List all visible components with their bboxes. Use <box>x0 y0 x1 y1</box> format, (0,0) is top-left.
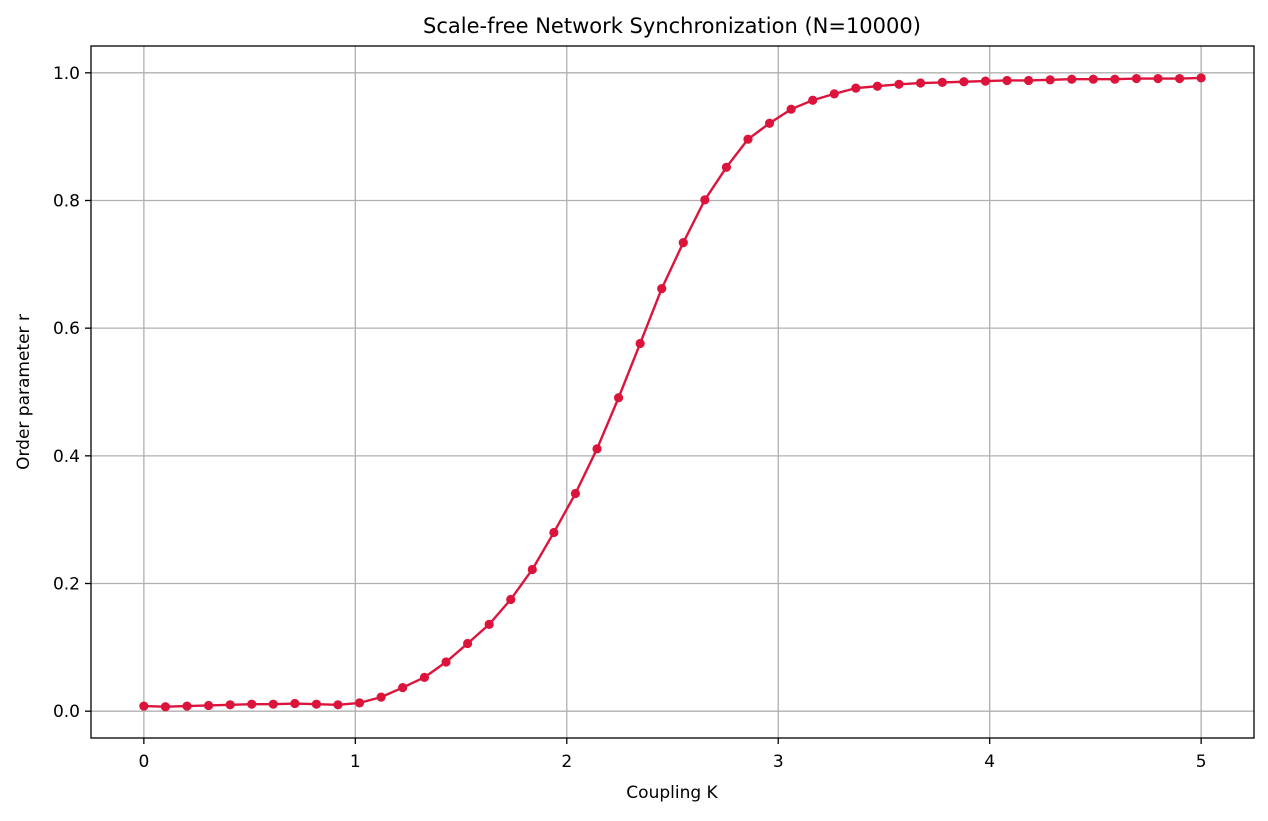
data-point <box>1002 75 1012 86</box>
data-point <box>1110 74 1120 84</box>
data-point <box>484 619 494 629</box>
grid <box>91 46 1254 738</box>
y-tick-label: 0.4 <box>53 447 80 467</box>
data-point <box>463 638 473 649</box>
data-point <box>678 238 688 248</box>
data-point <box>613 393 624 403</box>
data-point <box>441 657 451 667</box>
data-point <box>139 701 149 711</box>
data-point <box>894 79 904 89</box>
data-point <box>786 104 796 114</box>
data-point <box>311 699 322 709</box>
data-point <box>1088 74 1098 84</box>
y-tick-label: 0.2 <box>53 575 80 595</box>
data-point <box>721 162 732 172</box>
data-point <box>937 77 947 87</box>
y-axis-label: Order parameter r <box>14 314 34 470</box>
data-point <box>268 699 278 709</box>
data-point <box>225 700 235 710</box>
data-point <box>549 527 559 538</box>
plot-frame <box>90 45 1255 739</box>
x-tick-label: 1 <box>350 752 361 772</box>
data-point <box>247 699 257 709</box>
data-point <box>398 682 408 693</box>
y-tick-label: 0.8 <box>53 191 80 211</box>
x-tick-label: 5 <box>1196 752 1207 772</box>
data-point <box>1174 73 1185 84</box>
data-point <box>700 195 710 205</box>
data-point <box>657 283 667 294</box>
series-layer <box>139 73 1206 712</box>
x-tick-label: 3 <box>773 752 784 772</box>
x-tick-label: 2 <box>561 752 572 772</box>
data-point <box>527 564 537 575</box>
data-point <box>1196 73 1206 83</box>
ticks: 0 1 2 3 4 5 0.0 0.2 0.4 0.6 0.8 1.0 <box>53 64 1207 772</box>
x-axis-label: Coupling K <box>626 783 718 803</box>
y-tick-label: 0.0 <box>53 702 80 722</box>
data-point <box>182 701 192 711</box>
data-point <box>570 488 581 499</box>
data-point <box>592 444 602 454</box>
data-point <box>635 338 645 349</box>
data-point <box>160 702 171 712</box>
chart-title: Scale-free Network Synchronization (N=10… <box>423 14 921 38</box>
data-point <box>1153 73 1163 84</box>
data-point <box>1067 74 1077 84</box>
series-line <box>143 76 1202 708</box>
data-point <box>506 594 516 605</box>
data-point <box>872 81 882 91</box>
data-point <box>1131 73 1142 84</box>
data-point <box>743 134 753 144</box>
data-point <box>333 700 343 710</box>
data-point <box>203 700 214 711</box>
data-point <box>808 95 818 105</box>
x-tick-label: 0 <box>138 752 149 772</box>
data-point <box>959 77 969 87</box>
data-point <box>419 672 430 682</box>
data-point <box>764 118 775 128</box>
data-point <box>851 83 861 93</box>
y-tick-label: 1.0 <box>53 64 80 84</box>
data-point <box>376 692 386 702</box>
data-point <box>354 698 365 708</box>
x-tick-label: 4 <box>984 752 995 772</box>
data-point <box>1045 75 1055 85</box>
data-point <box>1023 75 1034 86</box>
y-tick-label: 0.6 <box>53 319 80 339</box>
data-point <box>829 89 839 99</box>
data-point <box>980 76 991 86</box>
data-point <box>290 698 300 709</box>
data-point <box>915 78 926 88</box>
